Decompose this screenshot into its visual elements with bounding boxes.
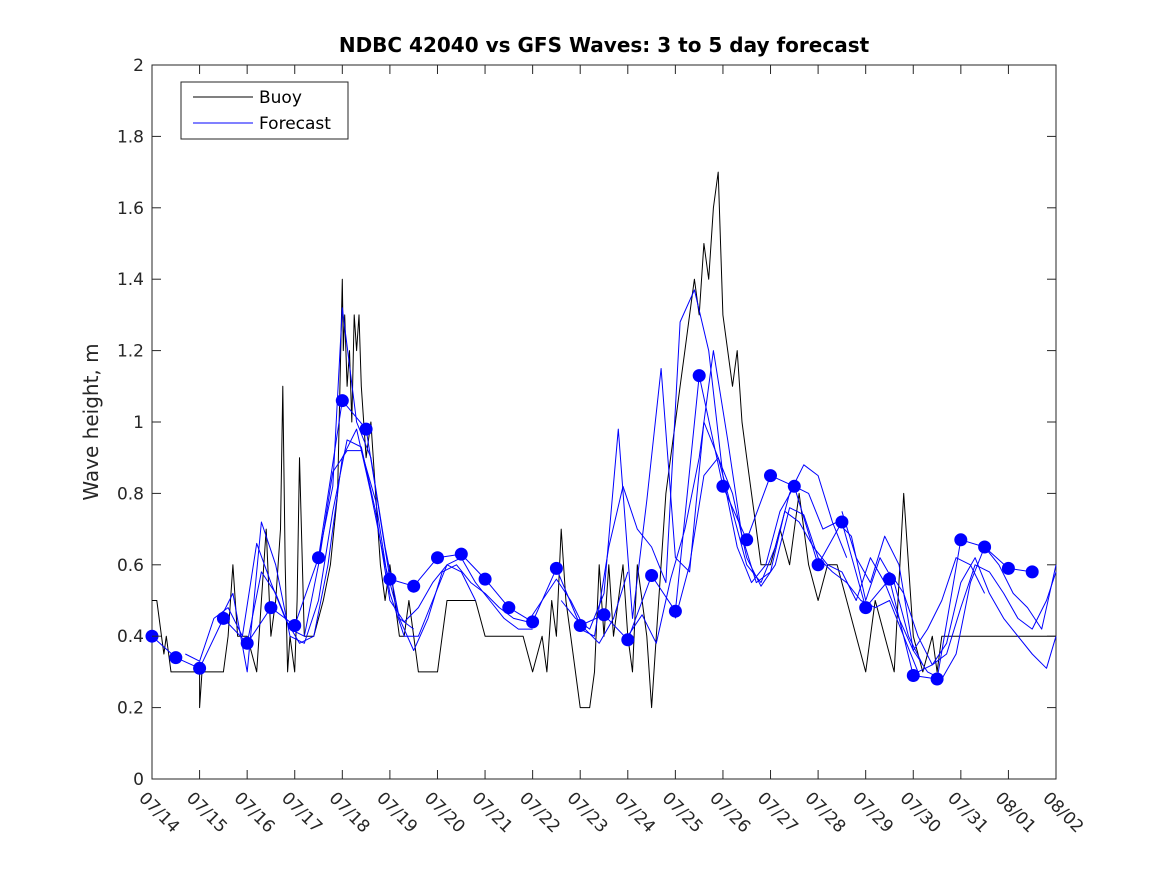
forecast-point [1025,565,1039,579]
y-tick-label: 0 [133,770,144,790]
forecast-point [383,572,397,586]
forecast-point [930,672,944,686]
y-tick-label: 1.4 [117,270,144,290]
forecast-run-line-11 [889,564,1057,666]
forecast-point [288,619,302,632]
forecast-point [240,636,254,650]
legend-label-buoy: Buoy [259,88,302,108]
forecast-point [573,619,587,632]
forecast-point [1001,561,1015,575]
y-tick-label: 1.2 [117,342,144,362]
plot-area [151,64,1057,780]
forecast-point [740,533,754,547]
forecast-point [668,604,682,618]
buoy-line [152,171,1056,709]
forecast-point [335,394,349,408]
forecast-point [549,561,563,575]
series-layer [145,171,1057,709]
forecast-point [526,615,540,629]
forecast-point [835,515,849,529]
y-axis-label: Wave height, m [79,343,103,500]
forecast-point [454,547,468,561]
y-tick-label: 0.8 [117,484,144,504]
forecast-point [692,369,706,383]
forecast-point [431,551,444,565]
forecast-point [621,633,635,647]
forecast-run-line-8 [627,350,986,651]
forecast-run-line-3 [218,439,476,673]
forecast-point [407,579,421,593]
y-tick-label: 2 [133,56,144,76]
y-tick-label: 0.2 [117,699,144,719]
forecast-point [716,479,730,493]
forecast-point [978,540,992,554]
y-tick-label: 1.6 [117,199,144,219]
forecast-point [906,669,920,682]
y-tick-label: 0.4 [117,627,144,647]
forecast-point [359,422,373,436]
forecast-point [169,651,183,665]
forecast-run-line-5 [318,307,629,651]
forecast-run-line-10 [841,511,1057,680]
forecast-point [312,551,325,565]
chart-title: NDBC 42040 vs GFS Waves: 3 to 5 day fore… [339,33,870,57]
legend-label-forecast: Forecast [259,114,331,134]
forecast-point [787,479,801,493]
forecast-run-line-2 [185,428,414,662]
forecast-run-line-7 [579,289,924,666]
y-tick-label: 1 [133,413,144,433]
forecast-point [645,569,659,582]
forecast-point [954,533,968,547]
forecast-point [883,572,896,586]
legend-box [180,81,349,140]
forecast-point [597,608,611,622]
forecast-point [193,661,207,675]
forecast-point [478,572,492,586]
forecast-point [859,601,873,615]
forecast-point [216,611,230,625]
y-tick-label: 1.8 [117,127,144,147]
legend: Buoy Forecast [180,81,349,140]
forecast-point [502,601,516,615]
y-tick-label: 0.6 [117,556,144,576]
forecast-point [811,558,825,572]
forecast-point [264,601,278,615]
forecast-point [764,469,777,483]
